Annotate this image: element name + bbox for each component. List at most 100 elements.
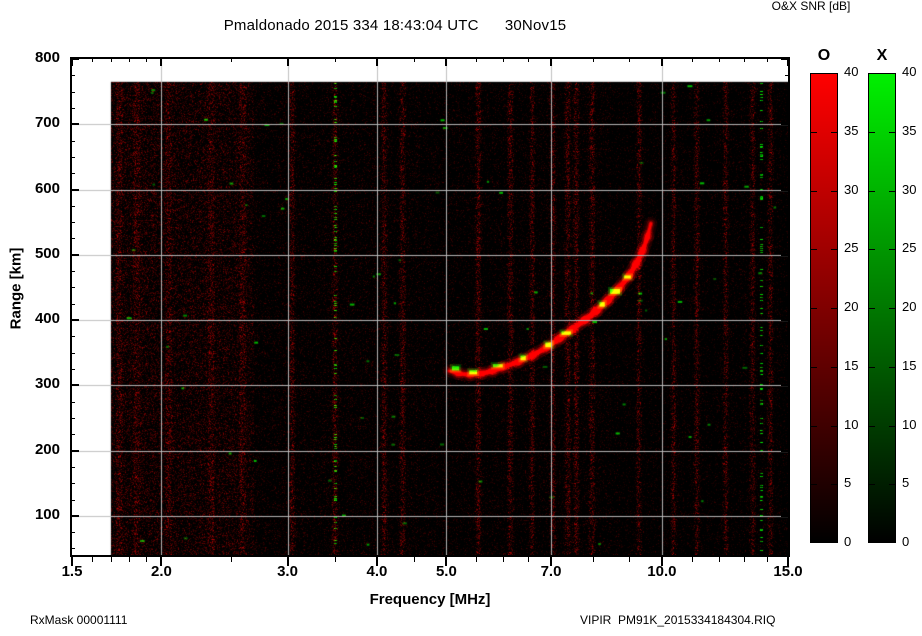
y-axis-tick [70, 384, 79, 387]
y-axis-minor-tick [785, 173, 790, 175]
x-axis-tick [787, 57, 789, 66]
colorbar-tick-label: 30 [844, 181, 859, 197]
x-axis-minor-tick [503, 57, 505, 62]
y-axis-minor-tick [70, 238, 75, 240]
colorbar-tick [810, 366, 817, 368]
x-axis-minor-tick [335, 557, 337, 562]
colorbar-tick [831, 190, 838, 192]
colorbar-tick-label: 35 [902, 122, 917, 138]
y-axis-tick-label: 600 [34, 179, 60, 197]
y-axis-minor-tick [785, 205, 790, 207]
x-axis-minor-tick [413, 557, 415, 562]
y-axis-minor-tick [70, 156, 75, 158]
y-axis-tick [781, 253, 790, 256]
x-axis-tick [660, 57, 663, 66]
x-axis-minor-tick [592, 557, 594, 562]
y-axis-tick-label: 100 [34, 505, 60, 523]
x-axis-tick-label: 5.0 [435, 563, 457, 580]
y-axis-minor-tick [70, 205, 75, 207]
colorbar-tick [868, 366, 875, 368]
y-axis-minor-tick [785, 352, 790, 354]
x-axis-tick [550, 557, 552, 566]
y-axis-minor-tick [785, 271, 790, 273]
colorbar-tick-label: 40 [844, 64, 859, 79]
colorbar-tick [810, 484, 817, 486]
y-axis-tick [781, 384, 790, 387]
colorbar-tick-label: 10 [844, 416, 859, 432]
y-axis-minor-tick [785, 287, 790, 289]
colorbar-tick [868, 484, 875, 486]
colorbar-tick [810, 190, 817, 192]
x-axis-minor-tick [718, 57, 720, 62]
colorbar-letter-x: X [876, 47, 888, 64]
y-axis-minor-tick [70, 222, 75, 224]
colorbar-tick [831, 366, 838, 368]
colorbar-tick-label: 20 [902, 299, 917, 314]
colorbar-tick-label: 0 [902, 534, 910, 549]
y-axis-minor-tick [785, 548, 790, 550]
y-axis-tick [781, 514, 790, 517]
colorbar-tick [889, 308, 896, 309]
y-axis-minor-tick [70, 173, 75, 175]
y-axis-minor-tick [70, 287, 75, 289]
y-axis-minor-tick [70, 483, 75, 485]
y-axis-tick [70, 123, 79, 126]
colorbar-tick [889, 425, 896, 427]
y-axis-minor-tick [70, 499, 75, 501]
colorbar-tick [831, 484, 838, 486]
x-axis-minor-tick [92, 557, 94, 562]
x-axis-minor-tick [476, 557, 478, 562]
y-axis-minor-tick [70, 352, 75, 354]
y-axis-minor-tick [70, 107, 75, 109]
file-footer: VIPIR PM91K_2015334184304.RIQ [580, 613, 776, 627]
y-axis-minor-tick [70, 140, 75, 142]
ionogram-heatmap-canvas [72, 59, 788, 555]
y-axis-tick [70, 253, 79, 256]
x-axis-minor-tick [110, 57, 112, 62]
x-axis-minor-tick [230, 557, 232, 562]
y-axis-minor-tick [70, 91, 75, 93]
x-axis-tick-label: 3.0 [277, 563, 298, 580]
y-axis-minor-tick [70, 369, 75, 370]
y-axis-tick-label: 400 [34, 310, 60, 328]
y-axis-minor-tick [785, 401, 790, 403]
y-axis-tick [70, 449, 79, 452]
x-axis-minor-tick [110, 557, 112, 562]
y-axis-minor-tick [785, 336, 790, 338]
colorbar-tick-label: 25 [902, 240, 917, 256]
x-axis-label: Frequency [MHz] [369, 591, 491, 608]
x-axis-tick [160, 557, 163, 566]
x-axis-tick [445, 57, 448, 66]
x-axis-minor-tick [766, 557, 768, 562]
y-axis-tick-label: 800 [34, 49, 60, 66]
colorbar-title: O&X SNR [dB] [771, 0, 851, 13]
y-axis-minor-tick [70, 336, 75, 338]
colorbar-tick-label: 5 [902, 475, 910, 491]
colorbar-tick [831, 425, 838, 427]
y-axis-minor-tick [785, 156, 790, 158]
colorbar-tick [831, 131, 838, 133]
colorbar-tick-label: 40 [902, 64, 917, 79]
x-axis-tick-label: 7.0 [540, 563, 562, 580]
colorbar-tick [889, 249, 896, 251]
y-axis-minor-tick [70, 401, 75, 403]
y-axis-label: Range [km] [7, 247, 25, 330]
x-axis-minor-tick [476, 57, 478, 62]
x-axis-tick [550, 57, 552, 66]
x-axis-minor-tick [691, 557, 693, 562]
x-axis-minor-tick [128, 557, 130, 562]
colorbar-tick-label: 30 [902, 181, 917, 197]
x-axis-minor-tick [718, 557, 720, 562]
colorbar-tick [831, 249, 838, 251]
ionogram-plot-area[interactable] [70, 57, 790, 557]
colorbar-tick [831, 308, 838, 309]
y-axis-minor-tick [785, 466, 790, 468]
y-axis-tick-label: 300 [34, 375, 60, 393]
colorbar-tick [868, 131, 875, 133]
y-axis-minor-tick [785, 483, 790, 485]
colorbar-tick-label: 25 [844, 240, 859, 256]
y-axis-minor-tick [785, 107, 790, 109]
colorbar-tick-label: 15 [902, 357, 917, 373]
y-axis-tick [70, 188, 79, 191]
x-axis-minor-tick [92, 57, 94, 62]
